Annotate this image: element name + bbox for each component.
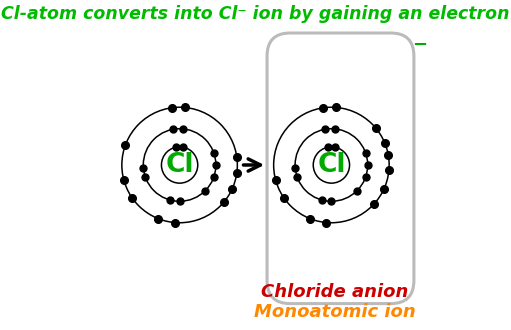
Text: Monoatomic ion: Monoatomic ion bbox=[254, 303, 415, 321]
Circle shape bbox=[316, 149, 347, 181]
Text: Cl: Cl bbox=[317, 152, 345, 178]
Text: Chloride anion: Chloride anion bbox=[261, 283, 408, 301]
Text: Cl-atom converts into Cl⁻ ion by gaining an electron: Cl-atom converts into Cl⁻ ion by gaining… bbox=[1, 5, 510, 23]
Text: −: − bbox=[412, 36, 427, 54]
Circle shape bbox=[164, 149, 195, 181]
Text: Cl: Cl bbox=[166, 152, 194, 178]
